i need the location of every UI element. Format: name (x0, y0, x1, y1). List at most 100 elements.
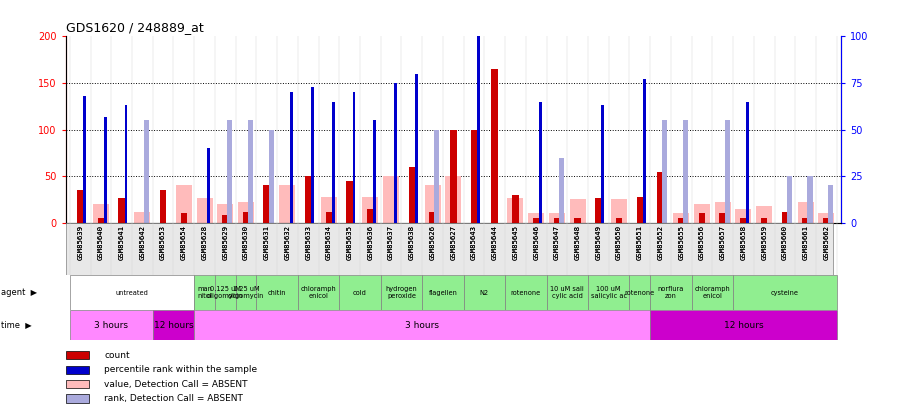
Text: man
nitol: man nitol (197, 286, 211, 299)
Text: GSM85661: GSM85661 (802, 225, 808, 260)
Text: GSM85654: GSM85654 (180, 225, 187, 260)
Bar (817, 213, 834, 223)
Text: GSM85636: GSM85636 (367, 225, 373, 260)
Bar (332, 102, 334, 223)
Bar (491, 69, 497, 223)
Bar (321, 197, 336, 223)
Text: percentile rank within the sample: percentile rank within the sample (104, 365, 257, 374)
Bar (279, 185, 295, 223)
Bar (66, 380, 89, 388)
Bar (532, 218, 538, 223)
Bar (595, 198, 601, 223)
Bar (732, 275, 835, 310)
Bar (394, 83, 396, 223)
Bar (434, 130, 439, 223)
Text: GSM85640: GSM85640 (97, 225, 104, 260)
Bar (677, 218, 684, 223)
Text: GSM85626: GSM85626 (429, 225, 435, 260)
Text: flagellen: flagellen (428, 290, 456, 296)
Text: time  ▶: time ▶ (1, 320, 32, 330)
Text: 0.125 uM
oligomycin: 0.125 uM oligomycin (207, 286, 243, 299)
Bar (558, 158, 563, 223)
Bar (781, 211, 787, 223)
Text: GSM85647: GSM85647 (553, 225, 559, 260)
Bar (574, 218, 580, 223)
Text: GSM85638: GSM85638 (408, 225, 415, 260)
Text: GSM85636: GSM85636 (367, 225, 373, 260)
Bar (256, 275, 298, 310)
Bar (661, 120, 667, 223)
Bar (77, 190, 83, 223)
Bar (827, 185, 833, 223)
Text: GSM85652: GSM85652 (657, 225, 663, 260)
Text: GSM85639: GSM85639 (77, 225, 83, 260)
Text: GSM85641: GSM85641 (118, 225, 125, 260)
Bar (806, 176, 812, 223)
Text: GSM85655: GSM85655 (678, 225, 683, 260)
Bar (723, 120, 729, 223)
Text: GSM85647: GSM85647 (553, 225, 559, 260)
Bar (610, 200, 627, 223)
Text: GSM85634: GSM85634 (325, 225, 332, 260)
Bar (134, 211, 150, 223)
Bar (248, 120, 252, 223)
Bar (215, 275, 235, 310)
Text: hydrogen
peroxide: hydrogen peroxide (385, 286, 417, 299)
Bar (339, 275, 380, 310)
Bar (346, 181, 353, 223)
Text: GSM85637: GSM85637 (388, 225, 394, 260)
Text: value, Detection Call = ABSENT: value, Detection Call = ABSENT (104, 380, 248, 389)
Text: GSM85661: GSM85661 (802, 225, 808, 260)
Bar (227, 120, 232, 223)
Text: GSM85656: GSM85656 (698, 225, 704, 260)
Bar (507, 198, 523, 223)
Text: GSM85629: GSM85629 (222, 225, 228, 260)
Text: GSM85658: GSM85658 (740, 225, 745, 260)
Bar (194, 310, 650, 340)
Text: GSM85632: GSM85632 (284, 225, 290, 260)
Text: rank, Detection Call = ABSENT: rank, Detection Call = ABSENT (104, 394, 243, 403)
Text: GSM85643: GSM85643 (470, 225, 476, 260)
Text: GSM85652: GSM85652 (657, 225, 663, 260)
Text: GSM85644: GSM85644 (491, 225, 497, 260)
Bar (176, 185, 191, 223)
Text: GSM85651: GSM85651 (636, 225, 642, 260)
Bar (353, 92, 355, 223)
Text: GSM85650: GSM85650 (616, 225, 621, 260)
Text: GSM85641: GSM85641 (118, 225, 125, 260)
Text: GSM85630: GSM85630 (242, 225, 249, 260)
Bar (373, 120, 375, 223)
Bar (615, 218, 621, 223)
Bar (714, 202, 730, 223)
Text: GSM85631: GSM85631 (263, 225, 270, 260)
Text: GSM85662: GSM85662 (823, 225, 828, 260)
Text: GSM85633: GSM85633 (305, 225, 311, 260)
Bar (380, 275, 422, 310)
Bar (512, 195, 518, 223)
Bar (740, 218, 746, 223)
Text: GSM85662: GSM85662 (823, 225, 828, 260)
Text: GSM85657: GSM85657 (719, 225, 725, 260)
Bar (734, 209, 751, 223)
Text: GSM85635: GSM85635 (346, 225, 353, 260)
Text: GSM85653: GSM85653 (160, 225, 166, 260)
Text: GSM85646: GSM85646 (533, 225, 538, 260)
Text: GSM85632: GSM85632 (284, 225, 290, 260)
Bar (823, 218, 829, 223)
Bar (325, 211, 332, 223)
Text: GSM85638: GSM85638 (408, 225, 415, 260)
Bar (70, 310, 152, 340)
Bar (152, 310, 194, 340)
Bar (235, 275, 256, 310)
Text: 3 hours: 3 hours (404, 320, 439, 330)
Bar (672, 213, 689, 223)
Bar (159, 190, 166, 223)
Bar (66, 394, 89, 403)
Bar (93, 204, 108, 223)
Bar (449, 130, 456, 223)
Bar (429, 211, 435, 223)
Text: GSM85644: GSM85644 (491, 225, 497, 260)
Text: GSM85635: GSM85635 (346, 225, 353, 260)
Bar (144, 120, 149, 223)
Text: rotenone: rotenone (624, 290, 654, 296)
